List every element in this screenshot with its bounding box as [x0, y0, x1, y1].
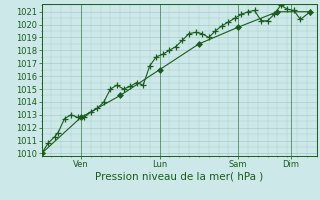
X-axis label: Pression niveau de la mer( hPa ): Pression niveau de la mer( hPa ) [95, 172, 263, 182]
